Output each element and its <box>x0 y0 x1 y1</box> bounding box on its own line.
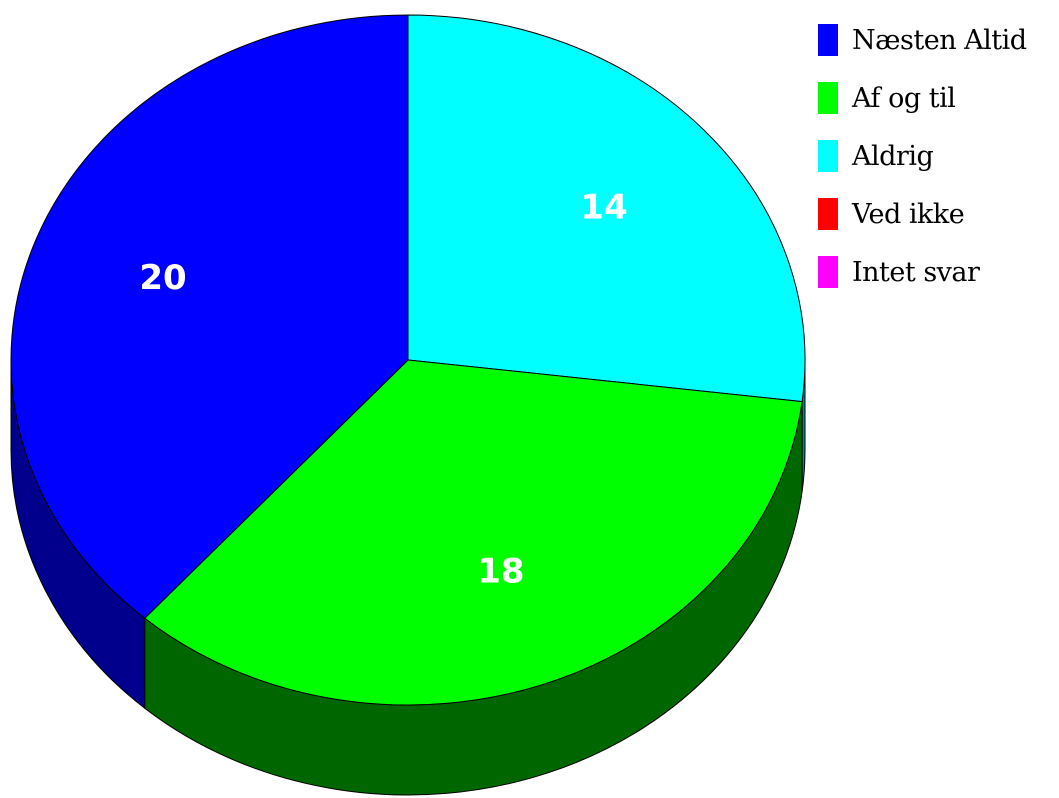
legend-swatch <box>818 256 838 288</box>
legend-label: Næsten Altid <box>852 24 1027 56</box>
legend-label: Intet svar <box>852 256 980 288</box>
legend-item-naesten-altid: Næsten Altid <box>818 22 1058 58</box>
legend-swatch <box>818 82 838 114</box>
legend-label: Af og til <box>852 82 956 114</box>
data-label-naesten-altid: 20 <box>139 258 186 298</box>
pie-slice-af-og-til <box>143 359 803 706</box>
data-label-aldrig: 14 <box>580 188 627 228</box>
legend-item-ved-ikke: Ved ikke <box>818 196 1058 232</box>
legend-item-intet-svar: Intet svar <box>818 254 1058 290</box>
legend-swatch <box>818 198 838 230</box>
pie-slice-naesten-altid <box>10 14 409 619</box>
legend: Næsten Altid Af og til Aldrig Ved ikke Intet… <box>818 22 1058 312</box>
pie-tops <box>10 14 806 706</box>
legend-swatch <box>818 140 838 172</box>
legend-label: Aldrig <box>852 140 934 172</box>
pie-slice-aldrig <box>407 14 806 403</box>
data-label-af-og-til: 18 <box>477 551 524 591</box>
legend-label: Ved ikke <box>852 198 965 230</box>
legend-item-aldrig: Aldrig <box>818 138 1058 174</box>
legend-swatch <box>818 24 838 56</box>
legend-item-af-og-til: Af og til <box>818 80 1058 116</box>
pie-data-labels: 14 18 20 <box>139 188 627 592</box>
